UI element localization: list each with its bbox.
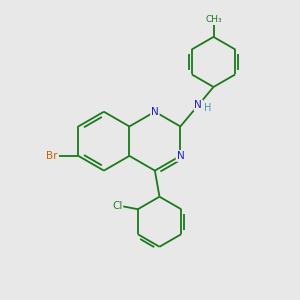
Text: CH₃: CH₃ bbox=[205, 15, 222, 24]
Text: H: H bbox=[204, 103, 212, 113]
Text: N: N bbox=[176, 151, 184, 161]
Text: N: N bbox=[194, 100, 202, 110]
Text: Br: Br bbox=[46, 151, 58, 161]
Text: Cl: Cl bbox=[112, 201, 122, 211]
Text: N: N bbox=[151, 107, 159, 117]
